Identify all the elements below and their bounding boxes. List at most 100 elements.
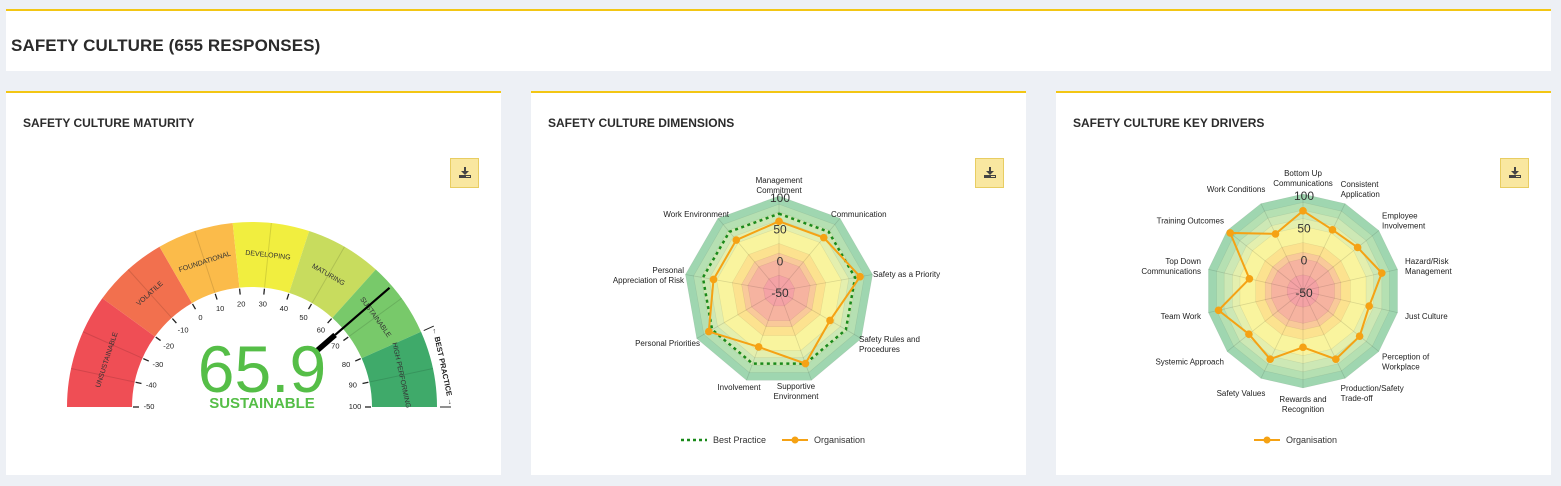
radar-axis-label: Perception of [1382,352,1430,361]
data-point[interactable] [1299,343,1307,352]
gauge-band [361,331,437,407]
legend-item-organisation[interactable]: Organisation [782,435,865,445]
data-point[interactable] [1266,355,1274,363]
download-icon [983,167,996,178]
download-icon [458,167,471,178]
gauge-tick-label: 40 [280,304,288,313]
radar-axis-label: Management [1405,267,1452,276]
data-point[interactable] [1328,226,1337,234]
gauge-band [159,223,240,304]
radar-axis-label: Involvement [1382,222,1426,231]
radar-axis-label: Procedures [859,345,900,354]
data-point[interactable] [704,327,713,336]
gauge-tick-label: -50 [144,402,155,411]
radar-axis-label: Team Work [1161,312,1202,321]
radar-tick-label: 0 [1301,254,1308,268]
radar-tick-label: 0 [777,254,784,268]
data-point[interactable] [801,359,810,368]
gauge-tick-label: 70 [331,341,339,350]
radar-axis-label: Environment [774,392,820,401]
radar-axis-label: Safety Rules and [859,335,920,344]
data-point[interactable] [1214,306,1223,315]
radar-axis-label: Rewards and [1279,395,1326,404]
radar-axis-label: Training Outcomes [1157,217,1224,226]
radar-axis-label: Appreciation of Risk [613,276,685,285]
radar-axis-label: Personal Priorities [635,339,700,348]
dimensions-card: SAFETY CULTURE DIMENSIONS -50 0 50 100 Manag… [531,91,1026,475]
series-organisation [707,220,862,365]
radar-tick-label: 100 [1294,189,1314,203]
radar-axis-label: Communications [1141,267,1201,276]
series-best-practice [701,212,857,365]
radar-axis-label: Management [756,176,803,185]
data-point[interactable] [1332,355,1340,363]
radar-axis-label: Production/Safety [1341,384,1404,393]
data-point[interactable] [1245,330,1253,338]
data-point[interactable] [1271,230,1280,238]
legend-item-organisation[interactable]: Organisation [1254,435,1337,445]
line-marker-icon [1254,436,1280,444]
gauge-tick-label: -10 [178,325,189,334]
page-title: SAFETY CULTURE (655 RESPONSES) [11,36,321,55]
radar-axis-label: Supportive [777,382,816,391]
card-title: SAFETY CULTURE DIMENSIONS [548,116,735,130]
radar-axis-label: Safety as a Priority [873,270,940,279]
download-button[interactable] [1500,158,1529,188]
data-point[interactable] [1299,207,1307,215]
gauge-tick-label: 30 [259,300,267,309]
radar-axis-label: Communications [1273,179,1333,188]
data-point[interactable] [856,272,864,281]
radar-axis-label: Commitment [756,186,802,195]
radar-axis-label: Work Conditions [1207,185,1266,194]
download-button[interactable] [450,158,479,188]
maturity-card: SAFETY CULTURE MATURITY UNSUSTAINABLE VOL… [6,91,501,475]
gauge-band [332,269,422,359]
gauge-tick-label: 90 [349,381,357,390]
radar-axis-label: Just Culture [1405,312,1448,321]
gauge-band-label: DEVELOPING [245,250,291,262]
data-point[interactable] [1378,269,1386,277]
radar-tick-label: 50 [773,223,787,237]
gauge-band [289,231,376,318]
radar-tick-label: -50 [1295,286,1313,300]
data-point[interactable] [1353,243,1362,252]
card-title: SAFETY CULTURE KEY DRIVERS [1073,116,1265,130]
gauge-tick-label: -40 [146,381,157,390]
radar-axis-label: Systemic Approach [1155,357,1223,366]
gauge-band [102,246,192,337]
radar-axis-label: Workplace [1382,362,1420,371]
gauge-band [67,298,155,407]
dotted-line-icon [681,438,707,442]
radar-axis-label: Bottom Up [1284,169,1322,178]
gauge-tick-label: 50 [299,313,307,322]
download-button[interactable] [975,158,1004,188]
radar-axis-label: Top Down [1165,257,1201,266]
radar-axis-label: Work Environment [663,210,729,219]
data-point[interactable] [1245,274,1254,283]
data-point[interactable] [732,236,741,244]
data-point[interactable] [826,316,834,325]
data-point[interactable] [754,343,763,351]
radar-axis-label: Recognition [1282,405,1324,414]
data-point[interactable] [819,233,828,242]
download-icon [1508,167,1521,178]
gauge-tick-label: -30 [152,360,163,369]
data-point[interactable] [775,217,783,226]
data-point[interactable] [1226,229,1234,237]
gauge-needle [334,286,391,336]
data-point[interactable] [709,275,718,284]
gauge-tick-label: 100 [349,402,362,411]
gauge-tick-label: 60 [317,325,325,334]
legend-item-best-practice[interactable]: Best Practice [681,435,766,445]
gauge-band [232,222,310,293]
radar-tick-label: 50 [1297,221,1311,235]
gauge-tick-label: 0 [198,313,202,322]
data-point[interactable] [1365,302,1373,310]
gauge-category-label: SUSTAINABLE [209,395,315,412]
card-title: SAFETY CULTURE MATURITY [23,116,195,130]
radar-tick-label: 100 [770,191,790,205]
data-point[interactable] [1355,332,1364,340]
